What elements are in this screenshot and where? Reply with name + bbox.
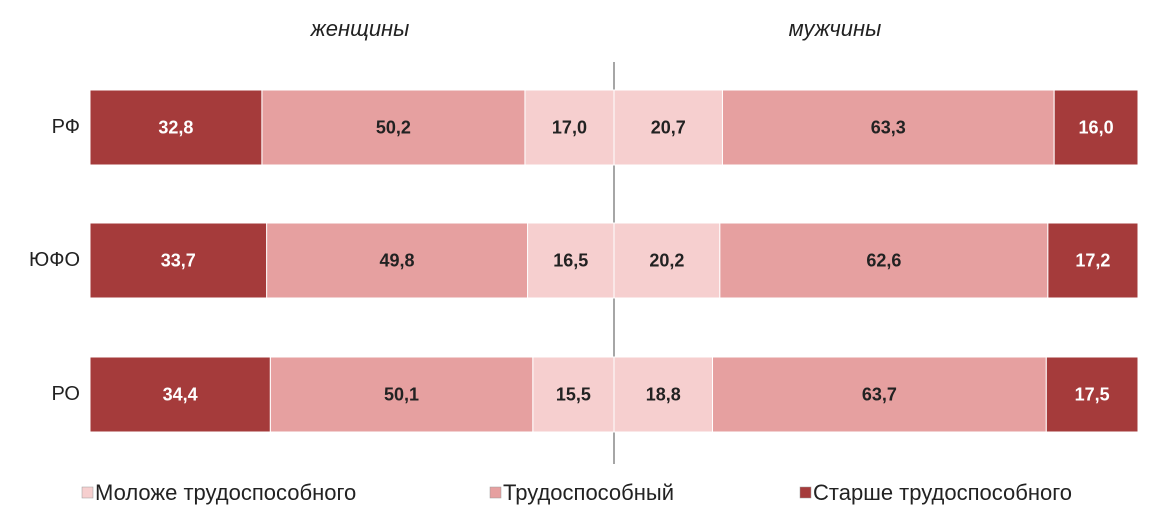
bar [613, 222, 721, 299]
bar [89, 356, 271, 433]
bar [269, 356, 534, 433]
value-label: 16,0 [1079, 117, 1114, 137]
value-label: 63,7 [862, 384, 897, 404]
legend-swatch [81, 486, 94, 499]
bar [524, 89, 615, 166]
value-label: 62,6 [866, 250, 901, 270]
value-label: 49,8 [380, 250, 415, 270]
legend-label: Моложе трудоспособного [95, 480, 356, 505]
legend-label: Трудоспособный [503, 480, 674, 505]
bar [719, 222, 1049, 299]
value-label: 50,2 [376, 117, 411, 137]
legend-label: Старше трудоспособного [813, 480, 1072, 505]
group-title: мужчины [789, 16, 882, 41]
bar [613, 89, 723, 166]
category-label: РФ [52, 116, 80, 138]
bar [261, 89, 526, 166]
value-label: 32,8 [158, 117, 193, 137]
value-label: 16,5 [553, 250, 588, 270]
category-label: РО [52, 383, 80, 405]
category-label: ЮФО [29, 249, 80, 271]
legend-swatch [799, 486, 812, 499]
value-label: 20,2 [649, 250, 684, 270]
bar [712, 356, 1047, 433]
value-label: 17,2 [1075, 250, 1110, 270]
legend-swatch [489, 486, 502, 499]
bar [89, 222, 268, 299]
bar [1045, 356, 1139, 433]
value-label: 18,8 [646, 384, 681, 404]
bar [613, 356, 714, 433]
value-label: 63,3 [871, 117, 906, 137]
value-label: 33,7 [161, 250, 196, 270]
value-label: 17,5 [1075, 384, 1110, 404]
value-label: 17,0 [552, 117, 587, 137]
value-label: 34,4 [163, 384, 198, 404]
value-label: 50,1 [384, 384, 419, 404]
value-label: 15,5 [556, 384, 591, 404]
bar [1053, 89, 1139, 166]
bar [89, 89, 263, 166]
bar [1047, 222, 1139, 299]
group-title: женщины [310, 16, 410, 41]
value-label: 20,7 [651, 117, 686, 137]
